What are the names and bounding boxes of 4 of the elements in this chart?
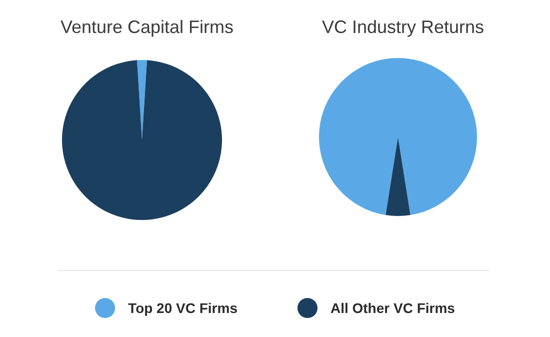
slice-label: Venture Capital Firms <box>60 17 234 37</box>
slice-label: VC Industry Returns <box>322 17 484 37</box>
legend-label: All Other VC Firms <box>330 300 456 316</box>
legend-label: Top 20 VC Firms <box>128 300 238 316</box>
